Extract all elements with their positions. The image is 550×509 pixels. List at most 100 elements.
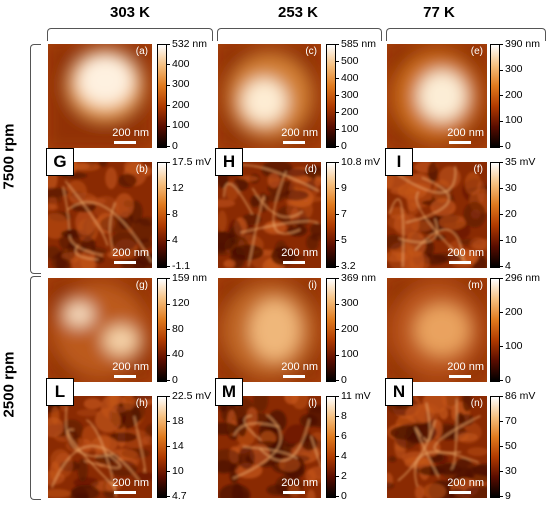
colorbar xyxy=(326,278,336,382)
colorbar-tick-mark xyxy=(500,346,503,347)
colorbar-tick-label: 100 xyxy=(341,122,359,135)
colorbar-tick-mark xyxy=(336,354,339,356)
kpfm-potential-image: (d) 200 nm xyxy=(218,162,321,268)
scale-bar-label: 200 nm xyxy=(281,127,318,139)
colorbar-tick-label: 4 xyxy=(505,259,511,272)
scale-bar xyxy=(283,141,305,144)
colorbar-tick-mark xyxy=(167,278,170,279)
colorbar-tick-label: 200 xyxy=(505,88,523,101)
colorbar-tick-mark xyxy=(336,61,339,62)
colorbar-tick-label: 14 xyxy=(172,439,184,452)
colorbar-tick-label: 0 xyxy=(172,139,178,152)
kpfm-potential-image: (n) 200 nm xyxy=(387,396,487,498)
colorbar xyxy=(157,162,167,268)
scale-bar-label: 200 nm xyxy=(447,247,484,259)
colorbar-tick-mark xyxy=(167,354,170,356)
colorbar-tick-label: 30 xyxy=(505,181,517,194)
colorbar-tick-label: 100 xyxy=(341,348,359,360)
scale-bar-label: 200 nm xyxy=(281,361,318,373)
colorbar-tick-label: 500 xyxy=(341,54,359,67)
scale-bar xyxy=(283,261,305,264)
colorbar-tick-label: 0 xyxy=(505,139,511,152)
colorbar-tick-mark xyxy=(336,380,339,381)
colorbar xyxy=(490,162,500,268)
colorbar-tick-label: 296 nm xyxy=(505,271,541,284)
colorbar-tick-mark xyxy=(167,105,170,107)
panel-label: (i) xyxy=(308,280,317,291)
colorbar-tick-label: 8 xyxy=(341,409,347,422)
colorbar-tick-mark xyxy=(336,278,339,279)
panel-label: (c) xyxy=(305,46,317,57)
colorbar xyxy=(157,396,167,498)
colorbar-tick-mark xyxy=(336,436,339,437)
colorbar-tick-mark xyxy=(336,329,339,330)
colorbar-tick-label: 4.7 xyxy=(172,489,187,502)
colorbar-tick-mark xyxy=(500,214,503,215)
scale-bar-label: 200 nm xyxy=(112,477,149,489)
colorbar-tick-mark xyxy=(500,421,503,422)
colorbar-tick-label: 0 xyxy=(172,373,178,386)
colorbar-tick-mark xyxy=(336,240,339,241)
colorbar-tick-label: 100 xyxy=(505,339,523,352)
column-title-253k: 253 K xyxy=(277,4,319,21)
kpfm-potential-image: (f) 200 nm xyxy=(387,162,487,268)
colorbar-tick-label: 100 xyxy=(505,114,523,126)
scale-bar-label: 200 nm xyxy=(281,247,318,259)
colorbar-tick-mark xyxy=(500,312,503,313)
colorbar-tick-label: 300 xyxy=(341,88,359,101)
colorbar-tick-mark xyxy=(500,266,503,267)
scale-bar xyxy=(114,141,136,144)
colorbar xyxy=(157,278,167,382)
colorbar-tick-label: 585 nm xyxy=(341,37,377,50)
colorbar-tick-label: 400 xyxy=(341,71,359,84)
scale-bar xyxy=(114,491,136,494)
colorbar-tick-label: 80 xyxy=(172,322,184,335)
panel-group-letter: G xyxy=(46,148,74,176)
colorbar-tick-label: 0 xyxy=(341,139,347,152)
colorbar-tick-mark xyxy=(167,188,170,189)
colorbar-tick-label: 200 xyxy=(341,105,359,118)
colorbar-tick-mark xyxy=(336,303,339,305)
kpfm-potential-image: (l) 200 nm xyxy=(218,396,321,498)
panel-group-letter: M xyxy=(215,378,243,406)
afm-topography-image: (c) 200 nm xyxy=(218,44,321,148)
colorbar-tick-mark xyxy=(336,266,339,267)
colorbar-tick-mark xyxy=(167,214,170,215)
colorbar-tick-mark xyxy=(167,303,170,305)
scale-bar-label: 200 nm xyxy=(447,361,484,373)
colorbar-tick-mark xyxy=(500,278,503,279)
colorbar-tick-mark xyxy=(336,496,339,497)
colorbar xyxy=(490,396,500,498)
colorbar-tick-label: 200 xyxy=(341,322,359,335)
colorbar-tick-mark xyxy=(500,69,503,71)
colorbar-tick-label: 369 nm xyxy=(341,271,377,284)
colorbar-tick-label: 9 xyxy=(341,181,347,194)
row-title-7500rpm: 7500 rpm xyxy=(0,123,18,190)
colorbar-tick-label: 200 xyxy=(172,98,190,111)
colorbar-tick-label: 8 xyxy=(172,207,178,220)
colorbar-tick-mark xyxy=(336,162,339,163)
colorbar-tick-label: 5 xyxy=(341,233,347,246)
scale-bar-label: 200 nm xyxy=(112,127,149,139)
colorbar-tick-label: 30 xyxy=(505,464,517,477)
colorbar-tick-label: 200 xyxy=(505,305,523,318)
colorbar-tick-mark xyxy=(500,95,503,96)
colorbar-tick-mark xyxy=(336,146,339,147)
colorbar-tick-mark xyxy=(336,78,339,79)
colorbar-tick-label: 22.5 mV xyxy=(172,389,212,402)
colorbar-tick-mark xyxy=(167,396,170,397)
afm-topography-image: (m) 200 nm xyxy=(387,278,487,382)
colorbar-tick-label: 7 xyxy=(341,207,347,220)
colorbar-tick-label: 35 mV xyxy=(505,155,536,168)
colorbar-tick-mark xyxy=(167,146,170,147)
colorbar-tick-mark xyxy=(167,44,170,45)
colorbar-tick-label: 120 xyxy=(172,297,190,309)
colorbar xyxy=(326,162,336,268)
colorbar-tick-mark xyxy=(336,396,339,397)
colorbar-tick-mark xyxy=(500,146,503,147)
colorbar-tick-label: 400 xyxy=(172,57,190,70)
colorbar-tick-label: 11 mV xyxy=(341,389,371,402)
colorbar-tick-mark xyxy=(336,129,339,130)
colorbar-tick-label: 12 xyxy=(172,181,184,194)
